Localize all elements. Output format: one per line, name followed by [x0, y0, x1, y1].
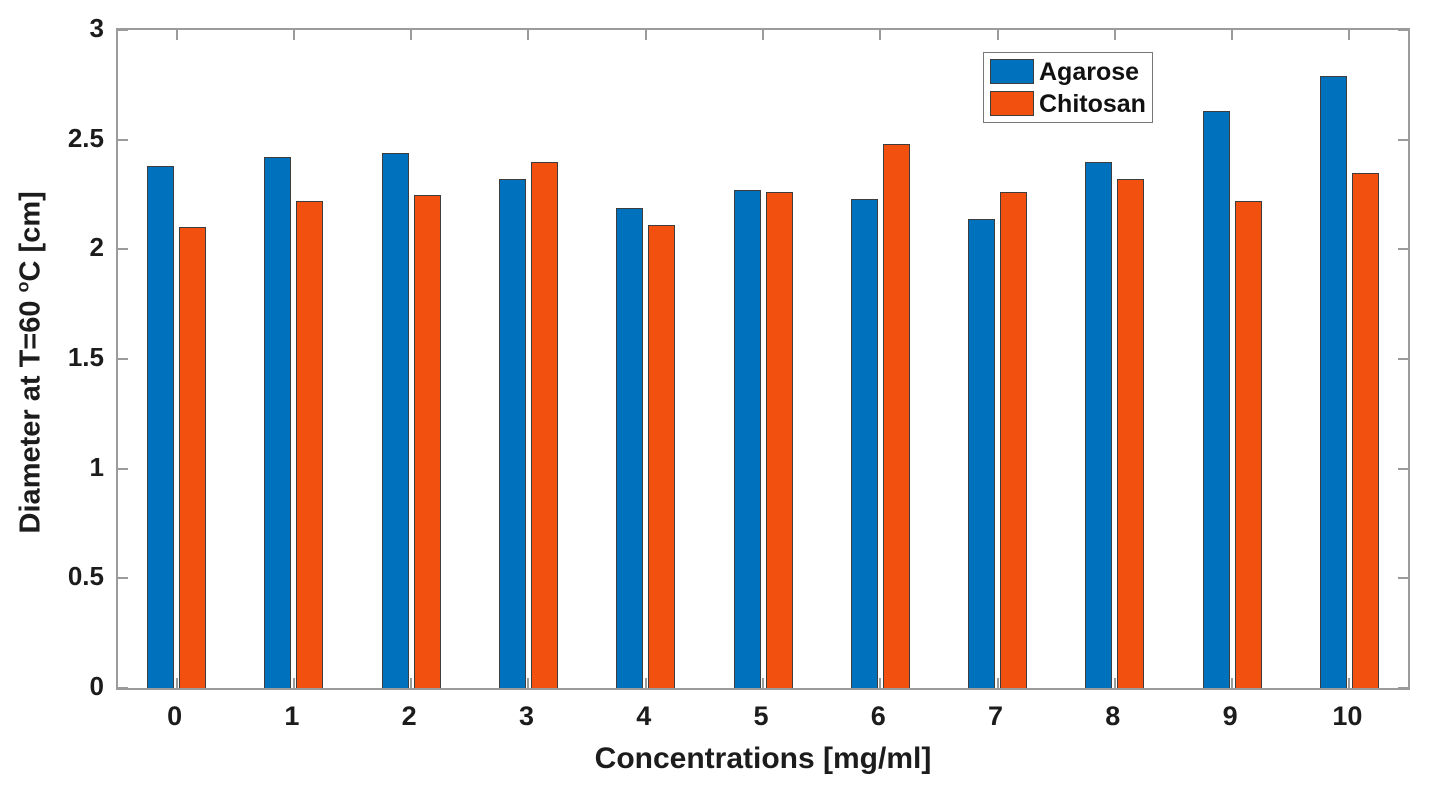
bar-chitosan-5	[765, 192, 793, 688]
x-tick-label: 7	[988, 701, 1004, 731]
x-tick-label: 0	[167, 701, 183, 731]
y-axis-tick	[118, 577, 128, 579]
degree-superscript: o	[12, 281, 33, 293]
legend: Agarose Chitosan	[983, 52, 1153, 123]
legend-item-agarose[interactable]: Agarose	[990, 56, 1152, 88]
plot-area	[116, 28, 1410, 690]
x-axis-tick-top	[292, 30, 295, 40]
x-tick-label: 2	[401, 701, 417, 731]
x-axis-tick	[292, 678, 295, 688]
y-axis-tick-right	[1398, 358, 1408, 360]
legend-swatch-agarose	[990, 59, 1034, 84]
x-axis-tick-top	[644, 30, 647, 40]
y-axis-tick	[118, 687, 128, 689]
x-tick-label: 4	[636, 701, 652, 731]
legend-label-chitosan: Chitosan	[1039, 89, 1146, 118]
bar-chitosan-3	[530, 161, 558, 688]
x-tick-label: 1	[284, 701, 300, 731]
bar-agarose-2	[381, 152, 409, 688]
y-axis-tick	[118, 248, 128, 250]
x-tick-label: 8	[1105, 701, 1121, 731]
bar-chitosan-2	[413, 194, 441, 688]
x-axis-tick-top	[410, 30, 413, 40]
x-axis-tick	[879, 678, 882, 688]
y-tick-label: 0	[89, 671, 104, 701]
legend-swatch-chitosan	[990, 91, 1034, 116]
bar-agarose-1	[264, 157, 292, 688]
y-axis-tick	[118, 358, 128, 360]
x-axis-tick-top	[1348, 30, 1351, 40]
x-axis-tick	[1113, 678, 1116, 688]
x-tick-label: 6	[870, 701, 886, 731]
y-axis-tick	[118, 468, 128, 470]
x-axis-tick-top	[527, 30, 530, 40]
y-axis-tick-right	[1398, 468, 1408, 470]
y-tick-label: 0.5	[67, 561, 104, 591]
x-axis-tick	[762, 678, 764, 688]
x-axis-tick-top	[1113, 30, 1116, 40]
x-axis-tick	[175, 678, 178, 688]
bar-agarose-5	[733, 190, 761, 688]
y-axis-tick-right	[1398, 687, 1408, 689]
x-tick-label: 9	[1222, 701, 1238, 731]
bar-agarose-9	[1202, 111, 1230, 688]
legend-item-chitosan[interactable]: Chitosan	[990, 88, 1152, 120]
y-axis-label-prefix: Diameter at T=60	[14, 292, 47, 534]
y-tick-label: 3	[89, 13, 104, 43]
bar-chitosan-0	[179, 227, 207, 688]
bar-chitosan-6	[882, 144, 910, 688]
y-axis-tick	[118, 139, 128, 141]
bar-agarose-8	[1085, 161, 1113, 688]
y-axis-tick-right	[1398, 577, 1408, 579]
x-axis-tick	[644, 678, 647, 688]
plot-canvas	[118, 29, 1408, 689]
y-tick-label: 2	[89, 232, 104, 262]
x-axis-tick	[527, 678, 530, 688]
bar-agarose-4	[616, 207, 644, 688]
y-tick-label: 1.5	[67, 342, 104, 372]
y-axis-tick	[118, 29, 128, 31]
x-axis-tick-top	[1231, 30, 1234, 40]
bar-agarose-0	[147, 166, 175, 688]
x-axis-label: Concentrations [mg/ml]	[594, 742, 932, 775]
x-axis-tick	[996, 678, 999, 688]
x-tick-label: 5	[753, 701, 769, 731]
bar-chitosan-1	[296, 201, 324, 688]
bar-agarose-3	[498, 179, 526, 688]
x-axis-tick-top	[879, 30, 882, 40]
bar-chitosan-10	[1351, 172, 1379, 688]
x-tick-label: 10	[1332, 701, 1363, 731]
bar-agarose-10	[1319, 76, 1347, 688]
y-axis-tick-right	[1398, 248, 1408, 250]
y-axis-tick-right	[1398, 139, 1408, 141]
y-axis-tick-right	[1398, 29, 1408, 31]
bar-agarose-7	[968, 218, 996, 688]
x-axis-tick-top	[996, 30, 999, 40]
x-axis-tick-top	[762, 30, 764, 40]
x-axis-tick	[410, 678, 413, 688]
x-axis-tick	[1348, 678, 1351, 688]
x-axis-tick	[1231, 678, 1234, 688]
y-tick-label: 1	[89, 452, 104, 482]
bar-chitosan-8	[1117, 179, 1145, 688]
bar-chitosan-9	[1234, 201, 1262, 688]
bar-agarose-6	[850, 198, 878, 688]
legend-label-agarose: Agarose	[1039, 57, 1140, 86]
y-tick-label: 2.5	[67, 123, 104, 153]
x-tick-label: 3	[518, 701, 534, 731]
bar-chitosan-7	[1000, 192, 1028, 688]
bar-chitosan-4	[648, 225, 676, 688]
x-axis-tick-top	[175, 30, 178, 40]
